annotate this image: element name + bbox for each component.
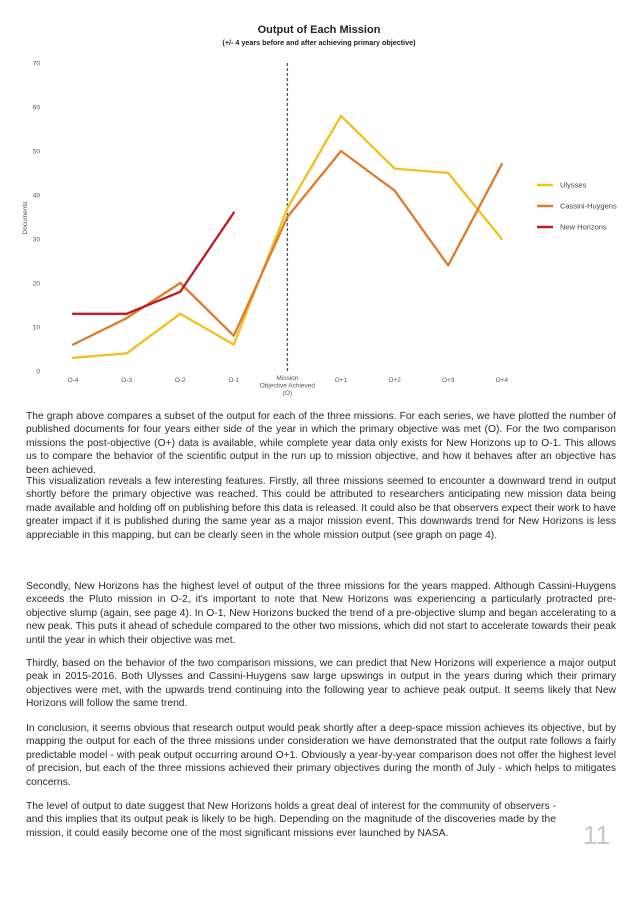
- y-tick-label: 40: [33, 192, 41, 199]
- paragraph-5: In conclusion, it seems obvious that res…: [26, 723, 616, 788]
- x-tick-label: O+1: [335, 377, 348, 384]
- line-chart: 0 10 20 30 40 50 60 70 O-4 O-3 O-2 O-1 O+1 O+2 O+3 O+4…: [22, 60, 617, 397]
- series-line-new-horizons: [71, 211, 235, 315]
- y-tick-label: 60: [33, 104, 41, 111]
- y-tick-label: 30: [33, 236, 41, 243]
- legend-label-cassini-huygens: Cassini-Huygens: [560, 202, 617, 211]
- y-tick-label: 10: [33, 324, 41, 331]
- y-tick-label: 70: [33, 60, 41, 67]
- x-tick-label: O-2: [175, 377, 186, 384]
- y-tick-label: 0: [36, 368, 40, 375]
- legend-label-new-horizons: New Horizons: [560, 223, 607, 232]
- x-tick-label: O+2: [388, 377, 401, 384]
- y-axis-label: Documents: [22, 201, 29, 235]
- objective-marker-label: Mission: [276, 375, 298, 382]
- x-tick-label: O-4: [68, 377, 79, 384]
- paragraph-3: Secondly, New Horizons has the highest l…: [26, 581, 616, 646]
- x-tick-label: O-1: [228, 377, 239, 384]
- objective-marker-label: (O): [283, 390, 292, 397]
- paragraph-2: This visualization reveals a few interes…: [26, 476, 616, 541]
- paragraph-6: The level of output to date suggest that…: [26, 801, 556, 839]
- x-tick-label: O+3: [442, 377, 455, 384]
- x-tick-label: O+4: [496, 377, 509, 384]
- paragraph-1: The graph above compares a subset of the…: [26, 411, 616, 476]
- x-tick-label: O-3: [121, 377, 132, 384]
- y-tick-label: 50: [33, 148, 41, 155]
- y-tick-label: 20: [33, 280, 41, 287]
- legend-label-ulysses: Ulysses: [560, 181, 587, 190]
- chart-title: Output of Each Mission: [257, 24, 381, 36]
- chart-subtitle: (+/- 4 years before and after achieving …: [222, 38, 416, 47]
- series-line-ulysses: [71, 114, 503, 359]
- page-number: 11: [583, 820, 610, 850]
- objective-marker-label: Objective Achieved: [260, 383, 316, 390]
- paragraph-4: Thirdly, based on the behavior of the tw…: [26, 658, 616, 710]
